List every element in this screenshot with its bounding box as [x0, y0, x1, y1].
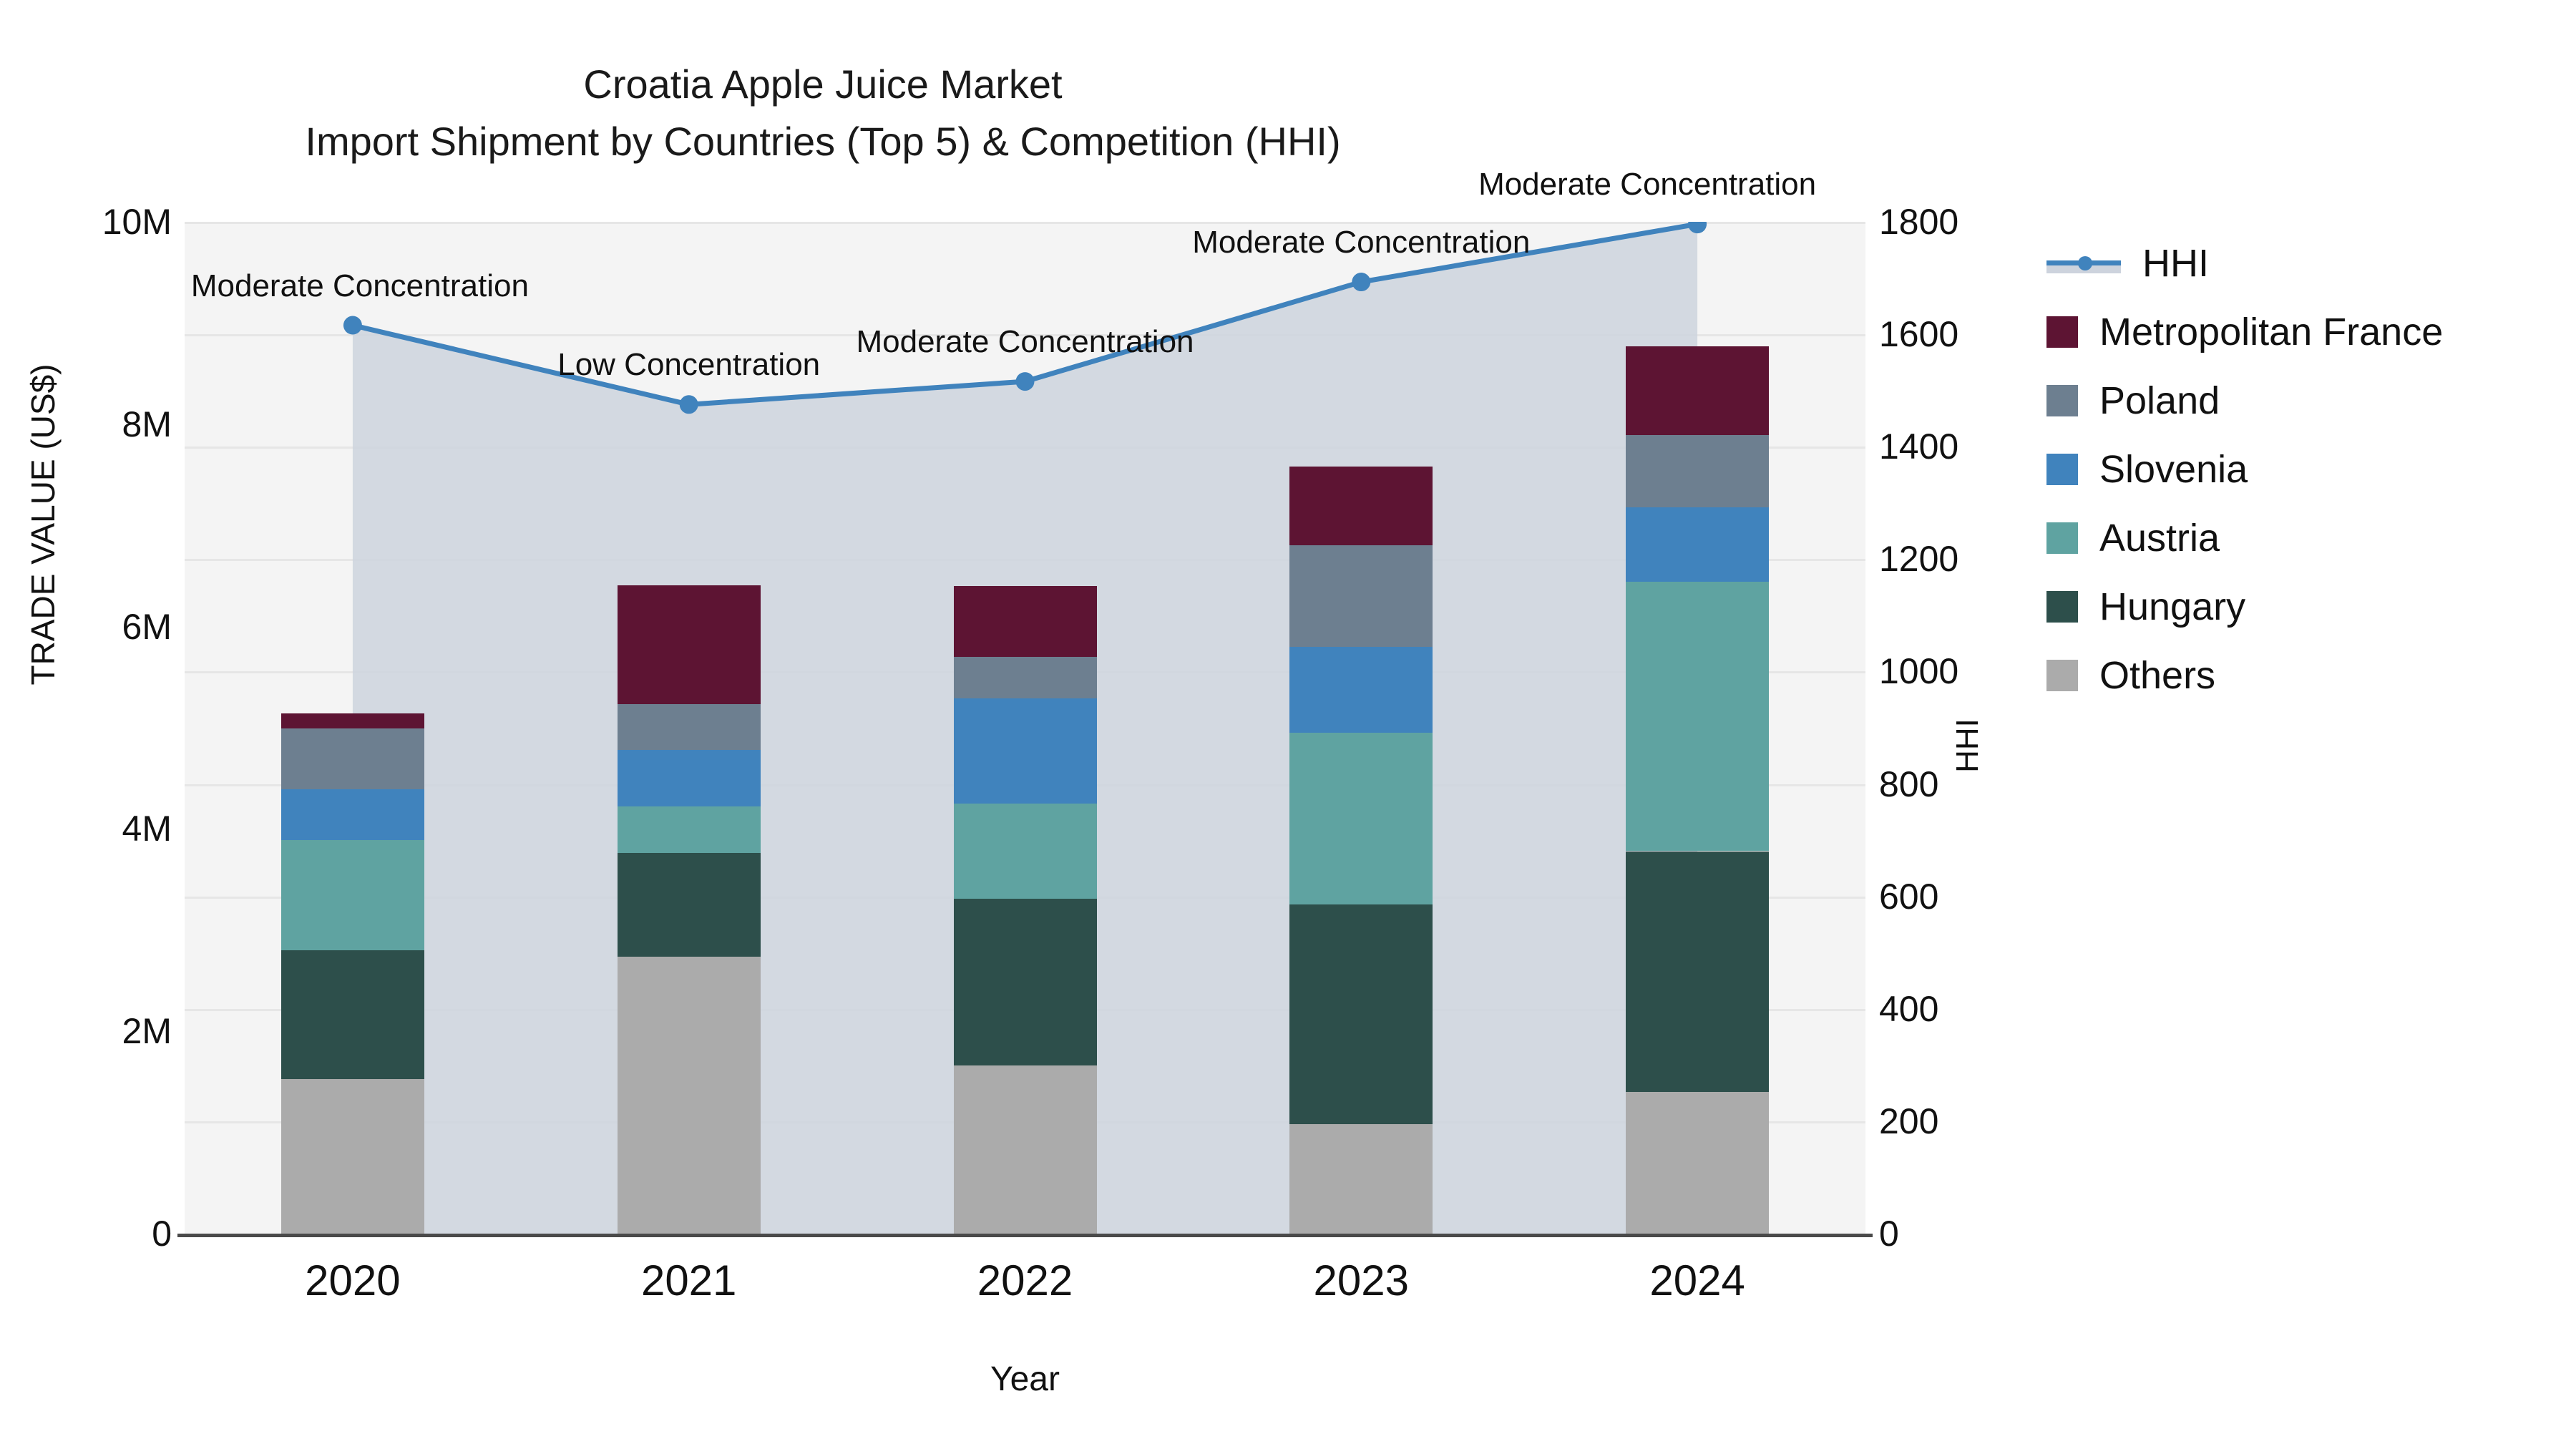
bar-segment-austria[interactable]: [280, 839, 424, 951]
y-axis-left-label: TRADE VALUE (US$): [24, 364, 62, 686]
bar-segment-austria[interactable]: [1626, 582, 1770, 852]
bar-segment-slovenia[interactable]: [953, 698, 1097, 804]
x-tick-2022: 2022: [977, 1257, 1073, 1304]
bar-segment-metropolitan-france[interactable]: [953, 586, 1097, 657]
y-tick-right: 800: [1879, 763, 1939, 804]
legend-item-poland[interactable]: Poland: [2046, 366, 2562, 435]
legend-swatch-icon: [2046, 660, 2078, 691]
x-axis-line: [177, 1234, 1873, 1237]
y-tick-left: 8M: [122, 404, 172, 444]
bar-segment-slovenia[interactable]: [280, 789, 424, 840]
legend-item-label: Slovenia: [2099, 448, 2248, 491]
y-tick-right: 1400: [1879, 426, 1959, 467]
legend-item-metropolitan-france[interactable]: Metropolitan France: [2046, 298, 2562, 366]
bar-2023[interactable]: [1289, 222, 1433, 1234]
legend-swatch-icon: [2046, 454, 2078, 485]
bar-segment-metropolitan-france[interactable]: [280, 713, 424, 729]
legend-item-slovenia[interactable]: Slovenia: [2046, 435, 2562, 504]
y-tick-left: 4M: [122, 809, 172, 849]
y-tick-right: 600: [1879, 876, 1939, 917]
x-axis-label: Year: [990, 1360, 1060, 1398]
bar-segment-poland[interactable]: [280, 728, 424, 790]
legend-item-label: Poland: [2099, 379, 2220, 422]
bar-segment-slovenia[interactable]: [1289, 646, 1433, 733]
chart-title: Croatia Apple Juice Market Import Shipme…: [0, 56, 1646, 170]
bar-segment-hungary[interactable]: [1289, 904, 1433, 1125]
legend-item-label: Others: [2099, 654, 2216, 697]
y-tick-right: 1200: [1879, 539, 1959, 580]
legend-line-icon: [2046, 248, 2121, 279]
chart-title-line1: Croatia Apple Juice Market: [583, 62, 1063, 107]
legend-swatch-icon: [2046, 385, 2078, 416]
y-tick-right: 400: [1879, 988, 1939, 1029]
legend-item-others[interactable]: Others: [2046, 641, 2562, 710]
chart-legend: HHI Metropolitan France Poland Slovenia Aust…: [2046, 229, 2562, 710]
bar-segment-hungary[interactable]: [280, 950, 424, 1079]
bar-segment-others[interactable]: [953, 1065, 1097, 1234]
bar-segment-others[interactable]: [1626, 1092, 1770, 1234]
x-tick-2023: 2023: [1313, 1257, 1410, 1304]
y-tick-right: 0: [1879, 1214, 1899, 1254]
hhi-annotation-2021: Low Concentration: [557, 347, 821, 383]
y-axis-right-label: HHI: [1950, 718, 1985, 773]
bar-segment-hungary[interactable]: [617, 853, 761, 957]
hhi-annotation-2024: Moderate Concentration: [1478, 167, 1817, 203]
legend-item-hhi[interactable]: HHI: [2046, 229, 2562, 298]
hhi-annotation-2020: Moderate Concentration: [190, 268, 529, 303]
plot-area: [185, 222, 1865, 1236]
y-tick-left: 6M: [122, 606, 172, 647]
legend-item-hungary[interactable]: Hungary: [2046, 572, 2562, 641]
bar-2022[interactable]: [953, 222, 1097, 1234]
bar-segment-others[interactable]: [617, 956, 761, 1234]
x-tick-2021: 2021: [640, 1257, 737, 1304]
y-tick-right: 1800: [1879, 202, 1959, 242]
legend-item-label: HHI: [2142, 242, 2209, 285]
legend-item-label: Austria: [2099, 517, 2220, 560]
hhi-annotation-2023: Moderate Concentration: [1192, 225, 1531, 260]
y-tick-left: 0: [152, 1214, 172, 1254]
bar-segment-slovenia[interactable]: [1626, 507, 1770, 582]
y-tick-right: 200: [1879, 1101, 1939, 1141]
legend-swatch-icon: [2046, 522, 2078, 554]
bar-2021[interactable]: [617, 222, 761, 1234]
y-tick-right: 1000: [1879, 651, 1959, 692]
legend-item-label: Hungary: [2099, 585, 2246, 628]
bar-segment-poland[interactable]: [1289, 545, 1433, 647]
legend-swatch-icon: [2046, 316, 2078, 348]
bar-segment-metropolitan-france[interactable]: [1289, 467, 1433, 546]
bar-segment-others[interactable]: [280, 1078, 424, 1234]
legend-item-label: Metropolitan France: [2099, 311, 2444, 353]
bar-2024[interactable]: [1626, 222, 1770, 1234]
y-tick-right: 1600: [1879, 314, 1959, 355]
bar-segment-poland[interactable]: [953, 657, 1097, 698]
y-tick-left: 2M: [122, 1011, 172, 1052]
bar-2020[interactable]: [280, 222, 424, 1234]
chart-title-line2: Import Shipment by Countries (Top 5) & C…: [305, 118, 1341, 164]
legend-swatch-icon: [2046, 591, 2078, 623]
bar-segment-austria[interactable]: [953, 804, 1097, 899]
bar-segment-metropolitan-france[interactable]: [1626, 346, 1770, 436]
bar-segment-others[interactable]: [1289, 1124, 1433, 1234]
x-tick-2020: 2020: [305, 1257, 401, 1304]
bar-segment-hungary[interactable]: [953, 898, 1097, 1066]
bar-segment-metropolitan-france[interactable]: [617, 585, 761, 705]
bar-segment-poland[interactable]: [1626, 435, 1770, 507]
y-tick-left: 10M: [102, 202, 172, 242]
hhi-annotation-2022: Moderate Concentration: [856, 324, 1194, 360]
bar-segment-slovenia[interactable]: [617, 750, 761, 807]
bar-segment-austria[interactable]: [1289, 733, 1433, 905]
bar-segment-austria[interactable]: [617, 806, 761, 854]
x-tick-2024: 2024: [1649, 1257, 1745, 1304]
legend-item-austria[interactable]: Austria: [2046, 504, 2562, 572]
bar-segment-poland[interactable]: [617, 704, 761, 751]
bar-segment-hungary[interactable]: [1626, 851, 1770, 1093]
